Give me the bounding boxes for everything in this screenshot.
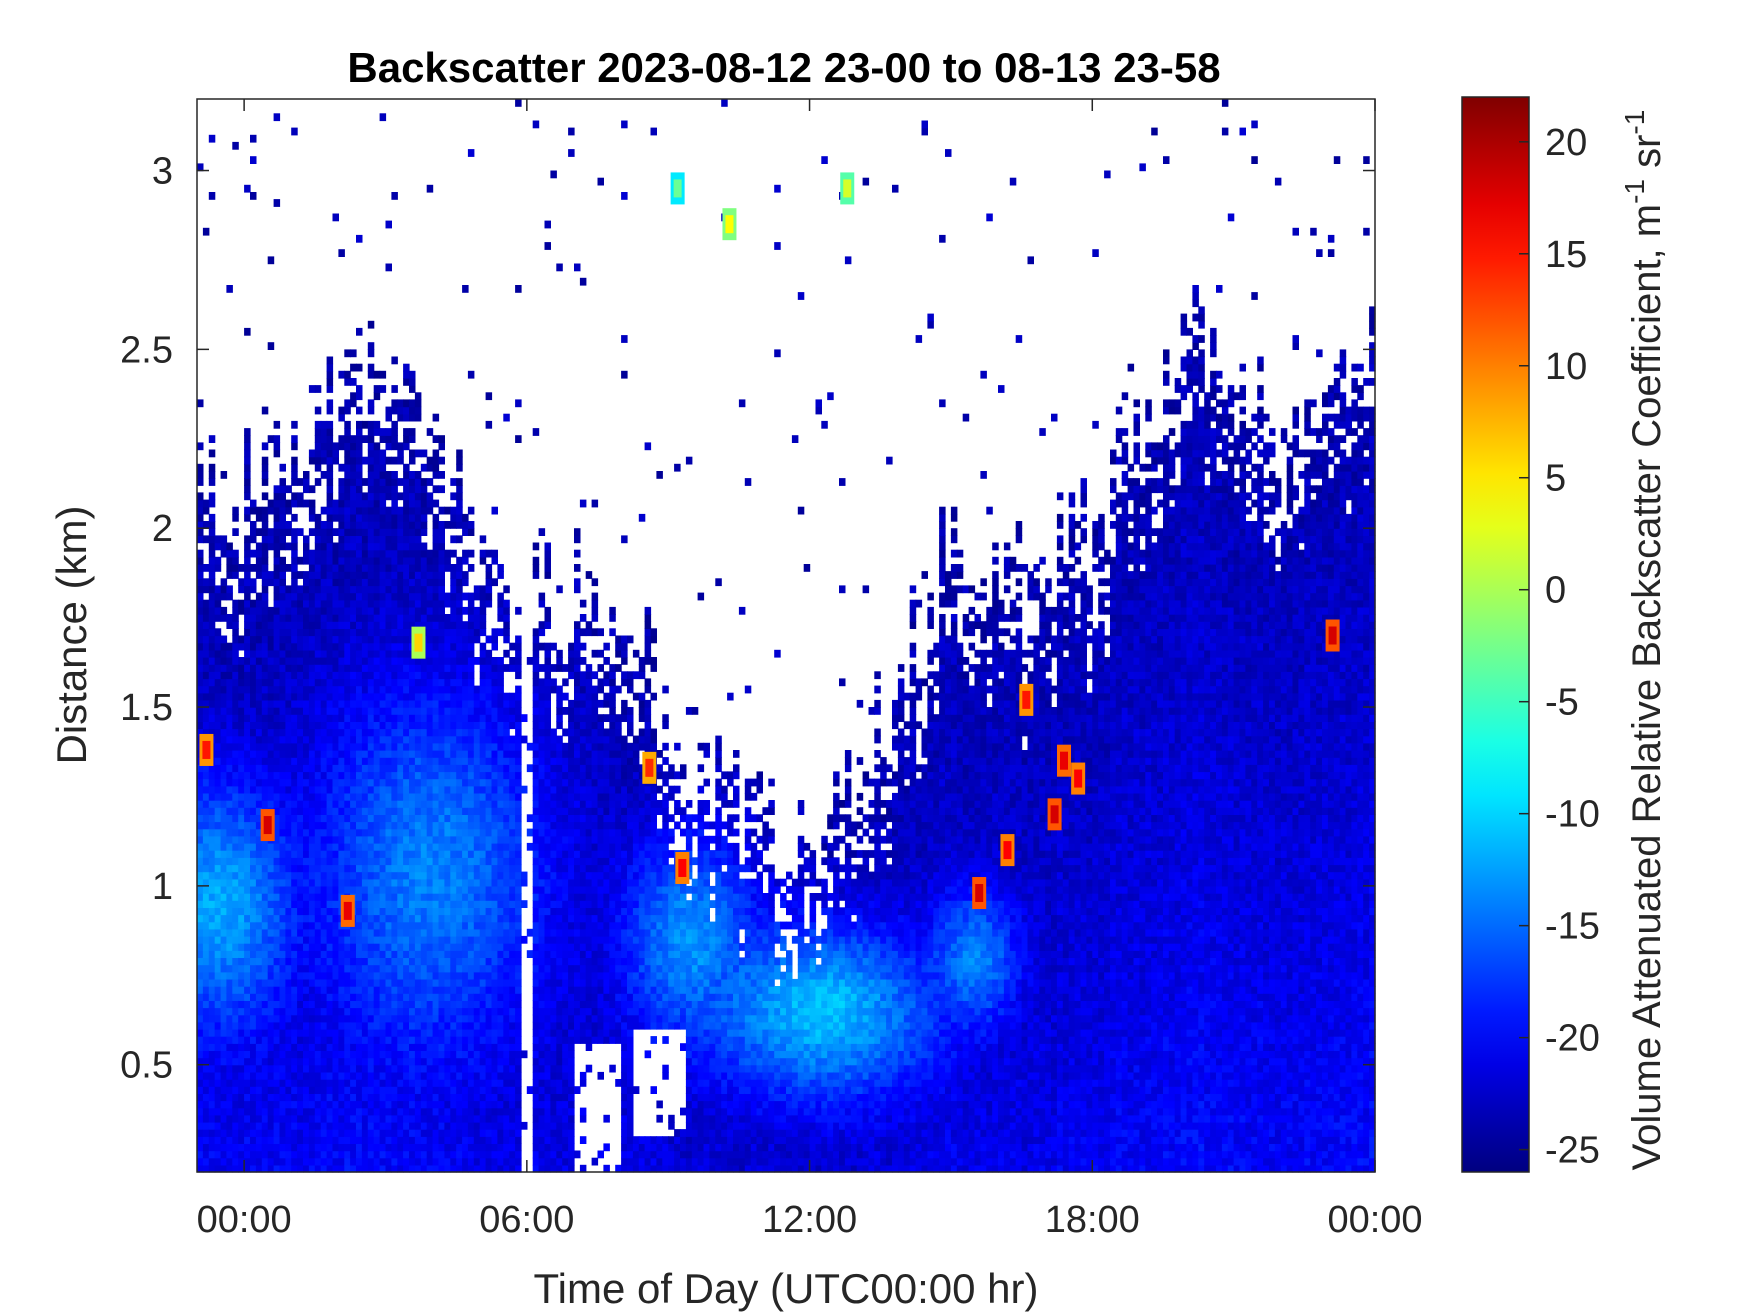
y-tick-label-5: 3 xyxy=(152,151,173,193)
colorbar-label-mid: sr xyxy=(1625,135,1669,179)
hotspot-12 xyxy=(1328,626,1337,645)
x-tick-label-0: 00:00 xyxy=(197,1199,292,1241)
x-axis-label: Time of Day (UTC00:00 hr) xyxy=(534,1265,1039,1312)
hotspot-7 xyxy=(1003,841,1012,860)
hotspot-layer xyxy=(199,172,1340,927)
colorbar-label: Volume Attenuated Relative Backscatter C… xyxy=(1619,110,1669,1171)
colorbar-tick-label-1: 15 xyxy=(1545,234,1587,276)
hotspot-0 xyxy=(263,816,272,835)
x-tick-label-3: 18:00 xyxy=(1045,1199,1140,1241)
colorbar-tick-label-8: -20 xyxy=(1545,1018,1600,1060)
chart-title: Backscatter 2023-08-12 23-00 to 08-13 23… xyxy=(347,44,1220,91)
colorbar-tick-label-2: 10 xyxy=(1545,346,1587,388)
x-tick-label-2: 12:00 xyxy=(762,1199,857,1241)
hotspot-6 xyxy=(975,884,984,903)
hotspot-11 xyxy=(1074,769,1083,788)
backscatter-field xyxy=(197,99,1376,1173)
colorbar-tick-label-6: -10 xyxy=(1545,794,1600,836)
y-tick-label-3: 2 xyxy=(152,508,173,550)
x-axis: 00:00 06:00 12:00 18:00 00:00 xyxy=(197,99,1423,1241)
y-tick-label-0: 0.5 xyxy=(120,1045,173,1087)
y-tick-label-1: 1 xyxy=(152,866,173,908)
hotspot-1 xyxy=(343,901,352,920)
colorbar-tick-label-9: -25 xyxy=(1545,1130,1600,1172)
hotspot-3 xyxy=(414,633,423,652)
colorbar-label-sup1: -1 xyxy=(1619,179,1650,204)
colorbar-tick-label-4: 0 xyxy=(1545,570,1566,612)
y-axis: 0.5 1 1.5 2 2.5 3 xyxy=(120,151,1375,1087)
y-axis-label: Distance (km) xyxy=(48,505,95,764)
hotspot-15 xyxy=(673,179,682,198)
hotspot-5 xyxy=(678,858,687,877)
y-tick-label-2: 1.5 xyxy=(120,687,173,729)
hotspot-8 xyxy=(1022,690,1031,709)
colorbar-tick-label-5: -5 xyxy=(1545,682,1579,724)
colorbar-tick-label-3: 5 xyxy=(1545,458,1566,500)
colorbar: 20 15 10 5 0 -5 -10 -15 -20 -25 xyxy=(1461,96,1600,1173)
plot-frame xyxy=(196,98,1376,1173)
colorbar-label-main: Volume Attenuated Relative Backscatter C… xyxy=(1625,204,1669,1170)
colorbar-tick-label-0: 20 xyxy=(1545,122,1587,164)
hotspot-2 xyxy=(202,740,211,759)
colorbar-gradient xyxy=(1461,96,1530,1173)
hotspot-14 xyxy=(725,215,734,234)
colorbar-tick-label-7: -15 xyxy=(1545,906,1600,948)
hotspot-10 xyxy=(1060,751,1069,770)
colorbar-label-sup2: -1 xyxy=(1619,110,1650,135)
x-tick-label-1: 06:00 xyxy=(479,1199,574,1241)
plot-area xyxy=(197,99,1376,1173)
x-tick-label-4: 00:00 xyxy=(1327,1199,1422,1241)
hotspot-9 xyxy=(1050,805,1059,824)
hotspot-13 xyxy=(843,179,852,198)
y-tick-label-4: 2.5 xyxy=(120,329,173,371)
hotspot-4 xyxy=(645,758,654,777)
